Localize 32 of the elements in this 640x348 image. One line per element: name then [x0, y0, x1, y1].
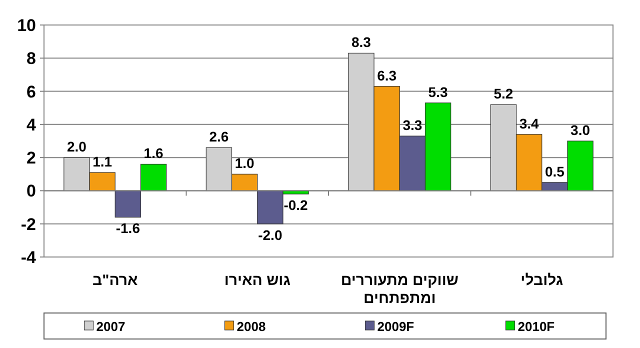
data-label: 8.3: [351, 34, 372, 50]
x-tick-label: גלובלי: [520, 272, 564, 289]
legend-label: 2007: [96, 319, 126, 334]
y-tick-label: 8: [26, 49, 36, 68]
legend-label: 2010F: [518, 319, 555, 334]
data-label: -2.0: [258, 226, 282, 243]
data-label: 1.1: [92, 153, 112, 170]
y-tick-label: 4: [26, 115, 37, 134]
data-label: 0.5: [544, 163, 565, 180]
y-tick-label: 10: [17, 16, 36, 35]
data-label: 5.2: [494, 86, 514, 102]
data-label: 3.0: [570, 122, 590, 138]
data-label: 2.6: [209, 128, 229, 145]
data-label: 3.3: [402, 117, 422, 134]
data-label: 2.0: [66, 138, 87, 155]
y-tick-label: -4: [20, 248, 37, 267]
x-tick-label: שווקים מתעוררים ומתפתחים: [340, 272, 458, 307]
x-tick-label: גוש האירו: [224, 272, 290, 289]
y-tick-label: 2: [26, 148, 36, 168]
data-label: 5.3: [428, 84, 448, 100]
data-label: -1.6: [116, 220, 140, 236]
y-tick-label: 0: [26, 182, 36, 201]
data-label: 1.6: [144, 145, 164, 162]
y-tick-label: -2: [20, 214, 36, 234]
data-label: 6.3: [377, 67, 397, 84]
data-label: -0.2: [284, 197, 308, 214]
data-label: 1.0: [234, 155, 255, 172]
legend-label: 2008: [236, 319, 266, 334]
x-tick-label: ארה"ב: [92, 272, 138, 289]
legend-label: 2009F: [377, 319, 414, 334]
y-tick-label: 6: [26, 82, 36, 102]
data-label: 3.4: [519, 115, 540, 132]
